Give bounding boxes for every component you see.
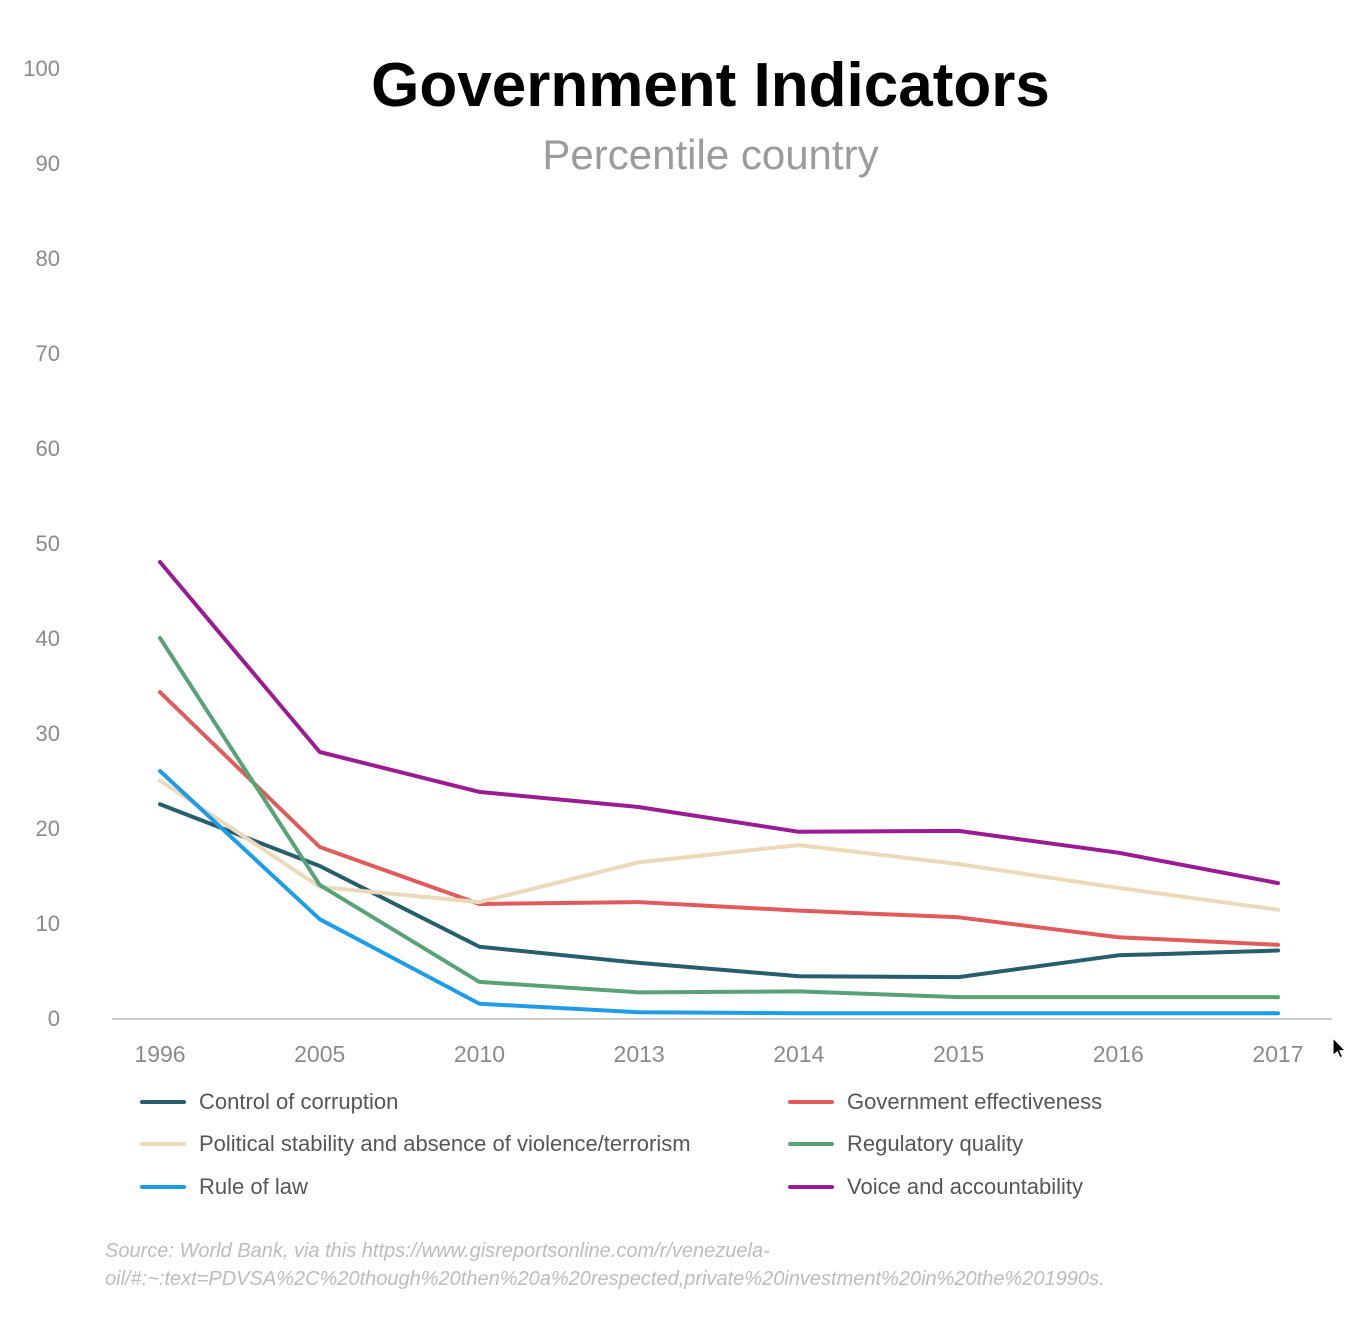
series-line-regulatory-quality <box>158 636 1280 1000</box>
x-axis-tick-label: 2014 <box>773 1041 824 1067</box>
y-axis-tick-label: 10 <box>36 911 60 936</box>
y-axis-tick-label: 40 <box>36 626 60 651</box>
series-line-control-of-corruption <box>158 802 1280 980</box>
y-axis-tick-label: 90 <box>36 151 60 176</box>
x-axis-tick-label: 2005 <box>294 1041 345 1067</box>
legend-swatch-political-stability <box>140 1142 186 1146</box>
series-line-rule-of-law <box>158 769 1280 1016</box>
y-axis-tick-label: 70 <box>36 341 60 366</box>
series-line-voice-and-accountability <box>158 560 1280 886</box>
legend-item-voice-and-accountability: Voice and accountability <box>788 1174 1084 1199</box>
legend-swatch-control-of-corruption <box>140 1100 186 1104</box>
mouse-pointer-icon <box>1332 1038 1347 1059</box>
legend-label: Control of corruption <box>199 1089 399 1114</box>
legend-label: Rule of law <box>199 1174 308 1199</box>
legend-item-regulatory-quality: Regulatory quality <box>788 1131 1024 1156</box>
y-axis-tick-label: 0 <box>48 1006 60 1031</box>
legend-label: Voice and accountability <box>847 1174 1084 1199</box>
legend-item-rule-of-law: Rule of law <box>140 1174 308 1199</box>
source-attribution: Source: World Bank, via this https://www… <box>105 1237 1205 1293</box>
legend-swatch-regulatory-quality <box>788 1142 834 1146</box>
x-axis-tick-label: 1996 <box>134 1041 185 1067</box>
series-line-government-effectiveness <box>158 690 1280 947</box>
series-line-political-stability-and-absence-of-violence-terrorism <box>158 778 1280 912</box>
y-axis-tick-label: 20 <box>36 816 60 841</box>
x-axis-tick-label: 2013 <box>614 1041 665 1067</box>
legend-item-government-effectiveness: Government effectiveness <box>788 1089 1103 1114</box>
legend-swatch-government-effectiveness <box>788 1100 834 1104</box>
x-axis-tick-label: 2015 <box>933 1041 984 1067</box>
x-axis-tick-label: 2017 <box>1252 1041 1303 1067</box>
legend-label: Regulatory quality <box>847 1131 1024 1156</box>
line-chart-canvas: 0 10 20 30 40 50 60 70 80 90 100 1996 2005 2010 2013 20… <box>23 56 1332 1067</box>
source-line-2: oil/#:~:text=PDVSA%2C%20though%20then%20… <box>105 1268 1105 1290</box>
legend-item-control-of-corruption: Control of corruption <box>140 1089 399 1114</box>
legend-swatch-voice-and-accountability <box>788 1185 834 1189</box>
legend-item-political-stability: Political stability and absence of viole… <box>140 1131 691 1156</box>
y-axis-tick-label: 80 <box>36 246 60 271</box>
source-line-1: Source: World Bank, via this https://www… <box>105 1240 770 1262</box>
y-axis-tick-label: 30 <box>36 721 60 746</box>
legend-label: Government effectiveness <box>847 1089 1103 1114</box>
y-axis-tick-label: 100 <box>23 56 60 81</box>
y-axis-tick-label: 50 <box>36 531 60 556</box>
y-axis-tick-label: 60 <box>36 436 60 461</box>
legend-label: Political stability and absence of viole… <box>199 1131 691 1156</box>
x-axis-tick-label: 2010 <box>454 1041 505 1067</box>
x-axis-tick-label: 2016 <box>1093 1041 1144 1067</box>
legend-swatch-rule-of-law <box>140 1185 186 1189</box>
